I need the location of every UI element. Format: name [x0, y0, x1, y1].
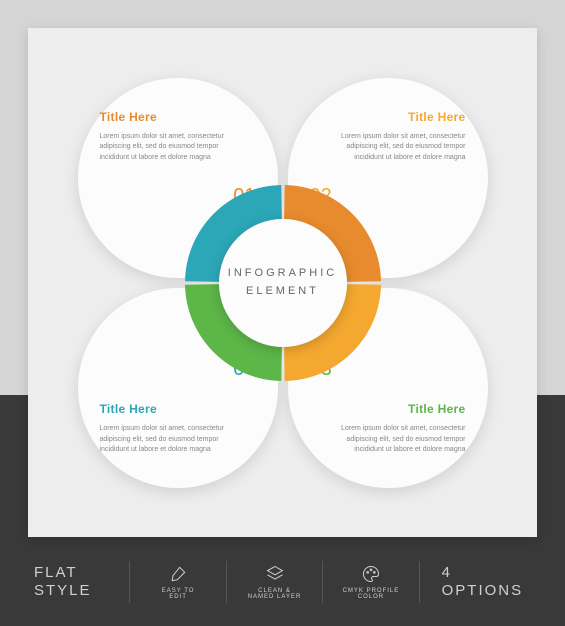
petal-title: Title Here [326, 402, 466, 416]
footer-text: FLAT [34, 564, 78, 582]
footer-layers: CLEAN & NAMED LAYER [226, 561, 322, 603]
donut-ring: INFOGRAPHIC ELEMENT [185, 185, 381, 381]
footer-flat-style: FLAT STYLE [28, 561, 129, 603]
footer-label: NAMED LAYER [248, 594, 302, 600]
footer-easy-edit: EASY TO EDIT [129, 561, 225, 603]
petal-body: Lorem ipsum dolor sit amet, consectetur … [326, 132, 466, 164]
footer: FLAT STYLE EASY TO EDIT CLEAN & NAMED LA… [28, 558, 537, 606]
petal-body: Lorem ipsum dolor sit amet, consectetur … [326, 424, 466, 456]
footer-label: EDIT [169, 594, 187, 600]
page: Title Here Lorem ipsum dolor sit amet, c… [0, 0, 565, 626]
petal-title: Title Here [100, 110, 240, 124]
center-line1: INFOGRAPHIC [228, 267, 337, 279]
brush-icon [168, 564, 188, 584]
center-circle: INFOGRAPHIC ELEMENT [219, 219, 347, 347]
infographic-card: Title Here Lorem ipsum dolor sit amet, c… [28, 28, 537, 537]
footer-text: STYLE [34, 582, 92, 600]
infographic: Title Here Lorem ipsum dolor sit amet, c… [68, 68, 498, 498]
petal-body: Lorem ipsum dolor sit amet, consectetur … [100, 132, 240, 164]
petal-title: Title Here [326, 110, 466, 124]
center-text: INFOGRAPHIC ELEMENT [228, 265, 337, 300]
footer-text: 4 [442, 564, 452, 582]
center-line2: ELEMENT [246, 285, 319, 297]
footer-options: 4 OPTIONS [419, 561, 537, 603]
layers-icon [265, 564, 285, 584]
palette-icon [361, 564, 381, 584]
petal-title: Title Here [100, 402, 240, 416]
footer-cmyk: CMYK PROFILE COLOR [322, 561, 418, 603]
footer-text: OPTIONS [442, 582, 524, 600]
petal-body: Lorem ipsum dolor sit amet, consectetur … [100, 424, 240, 456]
footer-label: COLOR [358, 594, 384, 600]
